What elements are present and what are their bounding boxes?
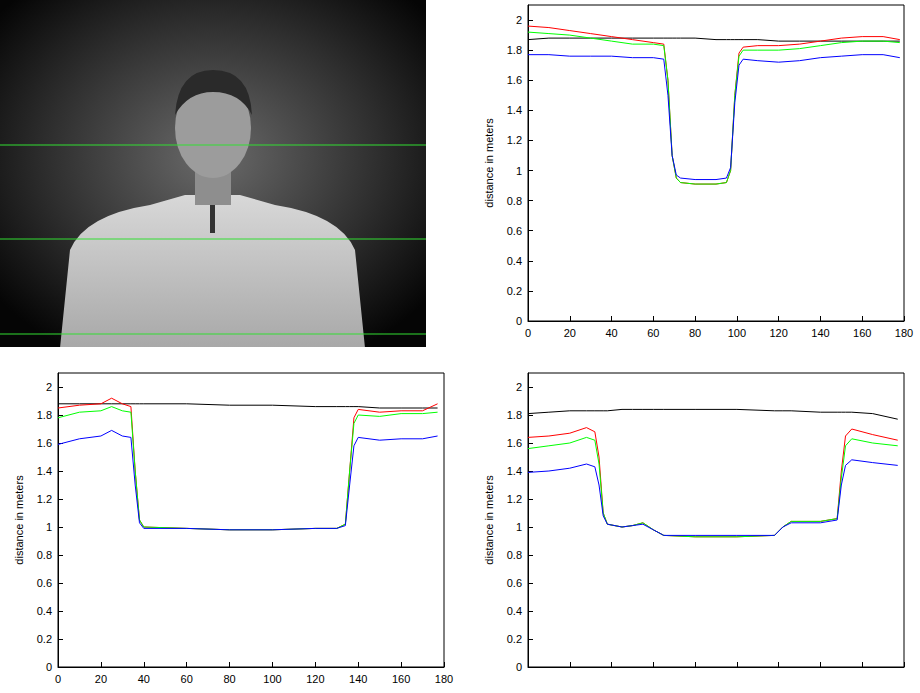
svg-text:1.2: 1.2 xyxy=(507,493,522,505)
svg-text:180: 180 xyxy=(435,673,453,685)
svg-text:0.2: 0.2 xyxy=(507,285,522,297)
svg-text:1: 1 xyxy=(516,521,522,533)
svg-text:0.6: 0.6 xyxy=(507,225,522,237)
svg-text:0.2: 0.2 xyxy=(37,633,52,645)
svg-text:0: 0 xyxy=(46,661,52,673)
svg-text:1.4: 1.4 xyxy=(507,104,522,116)
svg-text:0.8: 0.8 xyxy=(37,549,52,561)
svg-text:120: 120 xyxy=(306,673,324,685)
svg-text:60: 60 xyxy=(647,327,659,339)
svg-text:distance in meters: distance in meters xyxy=(483,475,495,565)
svg-text:distance in meters: distance in meters xyxy=(483,118,495,208)
svg-text:0.8: 0.8 xyxy=(507,549,522,561)
svg-text:0.6: 0.6 xyxy=(37,577,52,589)
svg-text:100: 100 xyxy=(728,327,746,339)
svg-text:1.8: 1.8 xyxy=(507,44,522,56)
svg-text:0.4: 0.4 xyxy=(507,255,522,267)
svg-text:1.6: 1.6 xyxy=(37,437,52,449)
svg-text:80: 80 xyxy=(689,327,701,339)
svg-text:20: 20 xyxy=(564,327,576,339)
svg-text:0: 0 xyxy=(55,673,61,685)
svg-text:1.6: 1.6 xyxy=(507,437,522,449)
svg-text:1.2: 1.2 xyxy=(37,493,52,505)
svg-text:160: 160 xyxy=(853,327,871,339)
svg-text:2: 2 xyxy=(46,381,52,393)
svg-text:0.8: 0.8 xyxy=(507,195,522,207)
svg-text:0: 0 xyxy=(516,315,522,327)
svg-text:1.2: 1.2 xyxy=(507,134,522,146)
svg-text:140: 140 xyxy=(811,327,829,339)
svg-text:1.6: 1.6 xyxy=(507,74,522,86)
svg-text:40: 40 xyxy=(605,327,617,339)
svg-text:0.2: 0.2 xyxy=(507,633,522,645)
svg-text:40: 40 xyxy=(138,673,150,685)
svg-text:2: 2 xyxy=(516,381,522,393)
svg-text:160: 160 xyxy=(392,673,410,685)
svg-text:1: 1 xyxy=(46,521,52,533)
svg-text:180: 180 xyxy=(895,327,913,339)
svg-text:0.6: 0.6 xyxy=(507,577,522,589)
svg-text:0: 0 xyxy=(525,327,531,339)
svg-text:1.8: 1.8 xyxy=(507,409,522,421)
svg-text:120: 120 xyxy=(769,327,787,339)
svg-text:20: 20 xyxy=(95,673,107,685)
svg-text:1.8: 1.8 xyxy=(37,409,52,421)
svg-text:1: 1 xyxy=(516,165,522,177)
svg-text:140: 140 xyxy=(349,673,367,685)
svg-text:0.4: 0.4 xyxy=(507,605,522,617)
svg-text:60: 60 xyxy=(181,673,193,685)
svg-text:1.4: 1.4 xyxy=(507,465,522,477)
svg-text:100: 100 xyxy=(263,673,281,685)
svg-text:0.4: 0.4 xyxy=(37,605,52,617)
svg-text:1.4: 1.4 xyxy=(37,465,52,477)
svg-text:0: 0 xyxy=(516,661,522,673)
svg-text:distance in meters: distance in meters xyxy=(13,475,25,565)
svg-text:2: 2 xyxy=(516,14,522,26)
svg-text:80: 80 xyxy=(223,673,235,685)
